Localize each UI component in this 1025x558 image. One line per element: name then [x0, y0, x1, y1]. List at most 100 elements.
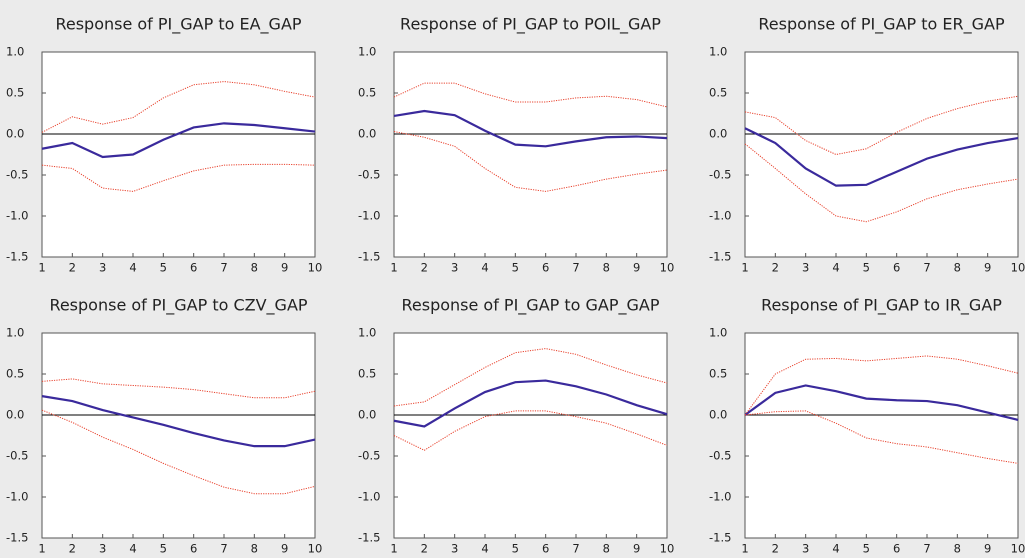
x-tick-label: 8 [954, 261, 961, 275]
y-tick-label: -0.5 [6, 449, 28, 463]
panel: Response of PI_GAP to ER_GAP -1.5 -1.0 -0.5… [709, 15, 1025, 275]
x-tick-label: 1 [390, 542, 397, 556]
chart-title: Response of PI_GAP to CZV_GAP [49, 296, 307, 316]
chart-title: Response of PI_GAP to POIL_GAP [400, 15, 661, 35]
x-tick-label: 6 [190, 261, 197, 275]
x-tick-label: 9 [633, 261, 640, 275]
x-tick-label: 3 [802, 261, 809, 275]
x-tick-label: 1 [741, 261, 748, 275]
y-tick-label: 0.0 [358, 127, 376, 141]
response-line [393, 379, 668, 428]
x-tick-label: 9 [281, 261, 288, 275]
plot-area [393, 51, 668, 258]
x-tick-label: 9 [633, 542, 640, 556]
y-tick-label: 1.0 [358, 326, 376, 340]
x-tick-label: 8 [603, 261, 610, 275]
x-tick-label: 5 [160, 261, 167, 275]
x-tick-label: 6 [190, 542, 197, 556]
y-tick-label: 0.0 [358, 408, 376, 422]
y-tick-label: -1.5 [709, 531, 731, 545]
y-tick-label: -0.5 [709, 168, 731, 182]
confidence-band [41, 163, 316, 192]
x-tick-label: 10 [1011, 542, 1025, 556]
panel: Response of PI_GAP to GAP_GAP -1.5 -1.0 -0.… [358, 296, 674, 556]
chart-title: Response of PI_GAP to IR_GAP [761, 296, 1002, 316]
x-tick-label: 7 [572, 261, 579, 275]
y-tick-label: 0.5 [6, 86, 24, 100]
response-line [41, 395, 316, 448]
y-tick-label: 0.5 [6, 367, 24, 381]
plot-area [744, 51, 1019, 258]
y-tick-label: 0.0 [6, 408, 24, 422]
x-tick-label: 4 [481, 542, 488, 556]
plot-area [393, 332, 668, 539]
panel: Response of PI_GAP to CZV_GAP -1.5 -1.0 -0.… [6, 296, 322, 556]
confidence-band [393, 131, 668, 192]
x-tick-label: 3 [99, 261, 106, 275]
x-tick-label: 7 [572, 542, 579, 556]
x-tick-label: 4 [481, 261, 488, 275]
x-tick-label: 10 [660, 542, 675, 556]
x-tick-label: 10 [1011, 261, 1025, 275]
x-tick-label: 5 [512, 261, 519, 275]
y-tick-label: -1.0 [6, 209, 28, 223]
y-tick-label: -0.5 [6, 168, 28, 182]
y-tick-label: 1.0 [358, 45, 376, 59]
panel: Response of PI_GAP to EA_GAP -1.5 -1.0 -0.5… [6, 15, 322, 275]
x-tick-label: 2 [772, 542, 779, 556]
x-tick-label: 10 [308, 261, 323, 275]
confidence-band [41, 378, 316, 399]
y-tick-label: -1.5 [358, 250, 380, 264]
confidence-band [393, 82, 668, 108]
y-tick-label: -0.5 [709, 449, 731, 463]
confidence-band [393, 348, 668, 407]
x-tick-label: 6 [893, 542, 900, 556]
x-tick-label: 1 [741, 542, 748, 556]
y-tick-label: 0.0 [6, 127, 24, 141]
y-tick-label: -0.5 [358, 168, 380, 182]
x-tick-label: 6 [542, 261, 549, 275]
x-tick-label: 4 [832, 261, 839, 275]
x-tick-label: 4 [129, 542, 136, 556]
y-tick-label: -1.5 [6, 250, 28, 264]
confidence-band [744, 355, 1019, 416]
x-tick-label: 1 [38, 542, 45, 556]
x-tick-label: 8 [603, 542, 610, 556]
x-tick-label: 8 [954, 542, 961, 556]
x-tick-label: 4 [832, 542, 839, 556]
x-tick-label: 3 [99, 542, 106, 556]
x-tick-label: 2 [421, 542, 428, 556]
x-tick-label: 6 [893, 261, 900, 275]
response-line [744, 384, 1019, 421]
x-tick-label: 2 [69, 261, 76, 275]
x-tick-label: 3 [451, 542, 458, 556]
x-tick-label: 10 [660, 261, 675, 275]
x-tick-label: 5 [160, 542, 167, 556]
chart-title: Response of PI_GAP to GAP_GAP [401, 296, 659, 316]
x-tick-label: 7 [220, 261, 227, 275]
response-line [41, 122, 316, 159]
y-tick-label: -0.5 [358, 449, 380, 463]
y-tick-label: 1.0 [709, 45, 727, 59]
y-tick-label: 0.0 [709, 127, 727, 141]
y-tick-label: 0.5 [709, 367, 727, 381]
x-tick-label: 3 [802, 542, 809, 556]
y-tick-label: -1.0 [709, 490, 731, 504]
confidence-band [41, 409, 316, 495]
plot-area [41, 332, 316, 539]
plot-area [41, 51, 316, 258]
x-tick-label: 7 [923, 261, 930, 275]
y-tick-label: -1.0 [709, 209, 731, 223]
y-tick-label: 0.5 [709, 86, 727, 100]
chart-title: Response of PI_GAP to ER_GAP [758, 15, 1005, 35]
x-tick-label: 8 [251, 542, 258, 556]
y-tick-label: -1.5 [709, 250, 731, 264]
panel: Response of PI_GAP to IR_GAP -1.5 -1.0 -0.5… [709, 296, 1025, 556]
x-tick-label: 2 [772, 261, 779, 275]
x-tick-label: 3 [451, 261, 458, 275]
y-tick-label: -1.5 [358, 531, 380, 545]
x-tick-label: 9 [281, 542, 288, 556]
confidence-band [744, 410, 1019, 464]
